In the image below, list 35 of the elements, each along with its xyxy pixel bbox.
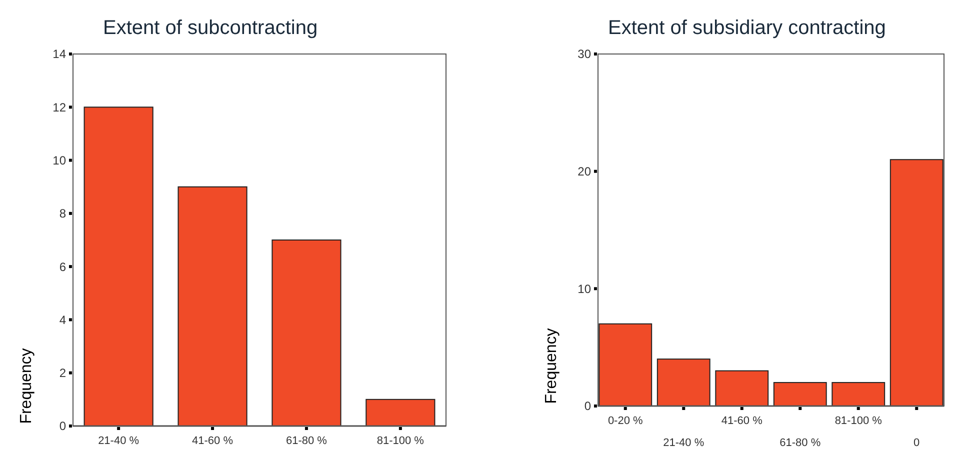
- bar: [773, 382, 827, 406]
- x-tick-label: 41-60 %: [721, 415, 763, 427]
- x-tick-label: 61-80 %: [780, 437, 821, 449]
- x-tick-label: 81-100 %: [834, 415, 882, 427]
- chart-title: Extent of subsidiary contracting: [608, 17, 886, 39]
- y-tick-label: 6: [59, 260, 66, 274]
- x-tick-label: 41-60 %: [192, 435, 234, 447]
- bar: [178, 186, 248, 426]
- bar: [656, 358, 710, 406]
- bar: [84, 106, 154, 426]
- x-tick-label: 21-40 %: [663, 437, 704, 449]
- y-tick-label: 10: [578, 282, 592, 296]
- bar: [366, 398, 436, 426]
- x-tick-label: 61-80 %: [286, 435, 328, 447]
- y-tick-label: 0: [584, 399, 592, 414]
- bar: [832, 382, 886, 406]
- y-tick-label: 30: [578, 47, 592, 62]
- y-tick-label: 4: [59, 312, 66, 327]
- y-tick-label: 12: [52, 100, 66, 114]
- chart-title: Extent of subcontracting: [103, 17, 318, 39]
- x-tick-label: 0-20 %: [608, 415, 644, 427]
- y-tick-label: 20: [578, 164, 592, 179]
- bar: [598, 323, 652, 406]
- x-tick-label: 21-40 %: [98, 435, 140, 447]
- bar: [272, 240, 342, 426]
- y-axis-title: Frequency: [18, 348, 35, 424]
- x-tick-label: 81-100 %: [376, 435, 424, 447]
- y-axis-title: Frequency: [543, 328, 560, 404]
- y-tick-label: 2: [59, 366, 66, 380]
- bar: [715, 370, 769, 406]
- y-tick-label: 10: [52, 153, 66, 168]
- x-tick-label: 0: [914, 437, 920, 449]
- bar: [890, 159, 944, 406]
- y-tick-label: 8: [59, 206, 66, 221]
- y-tick-label: 14: [52, 47, 66, 62]
